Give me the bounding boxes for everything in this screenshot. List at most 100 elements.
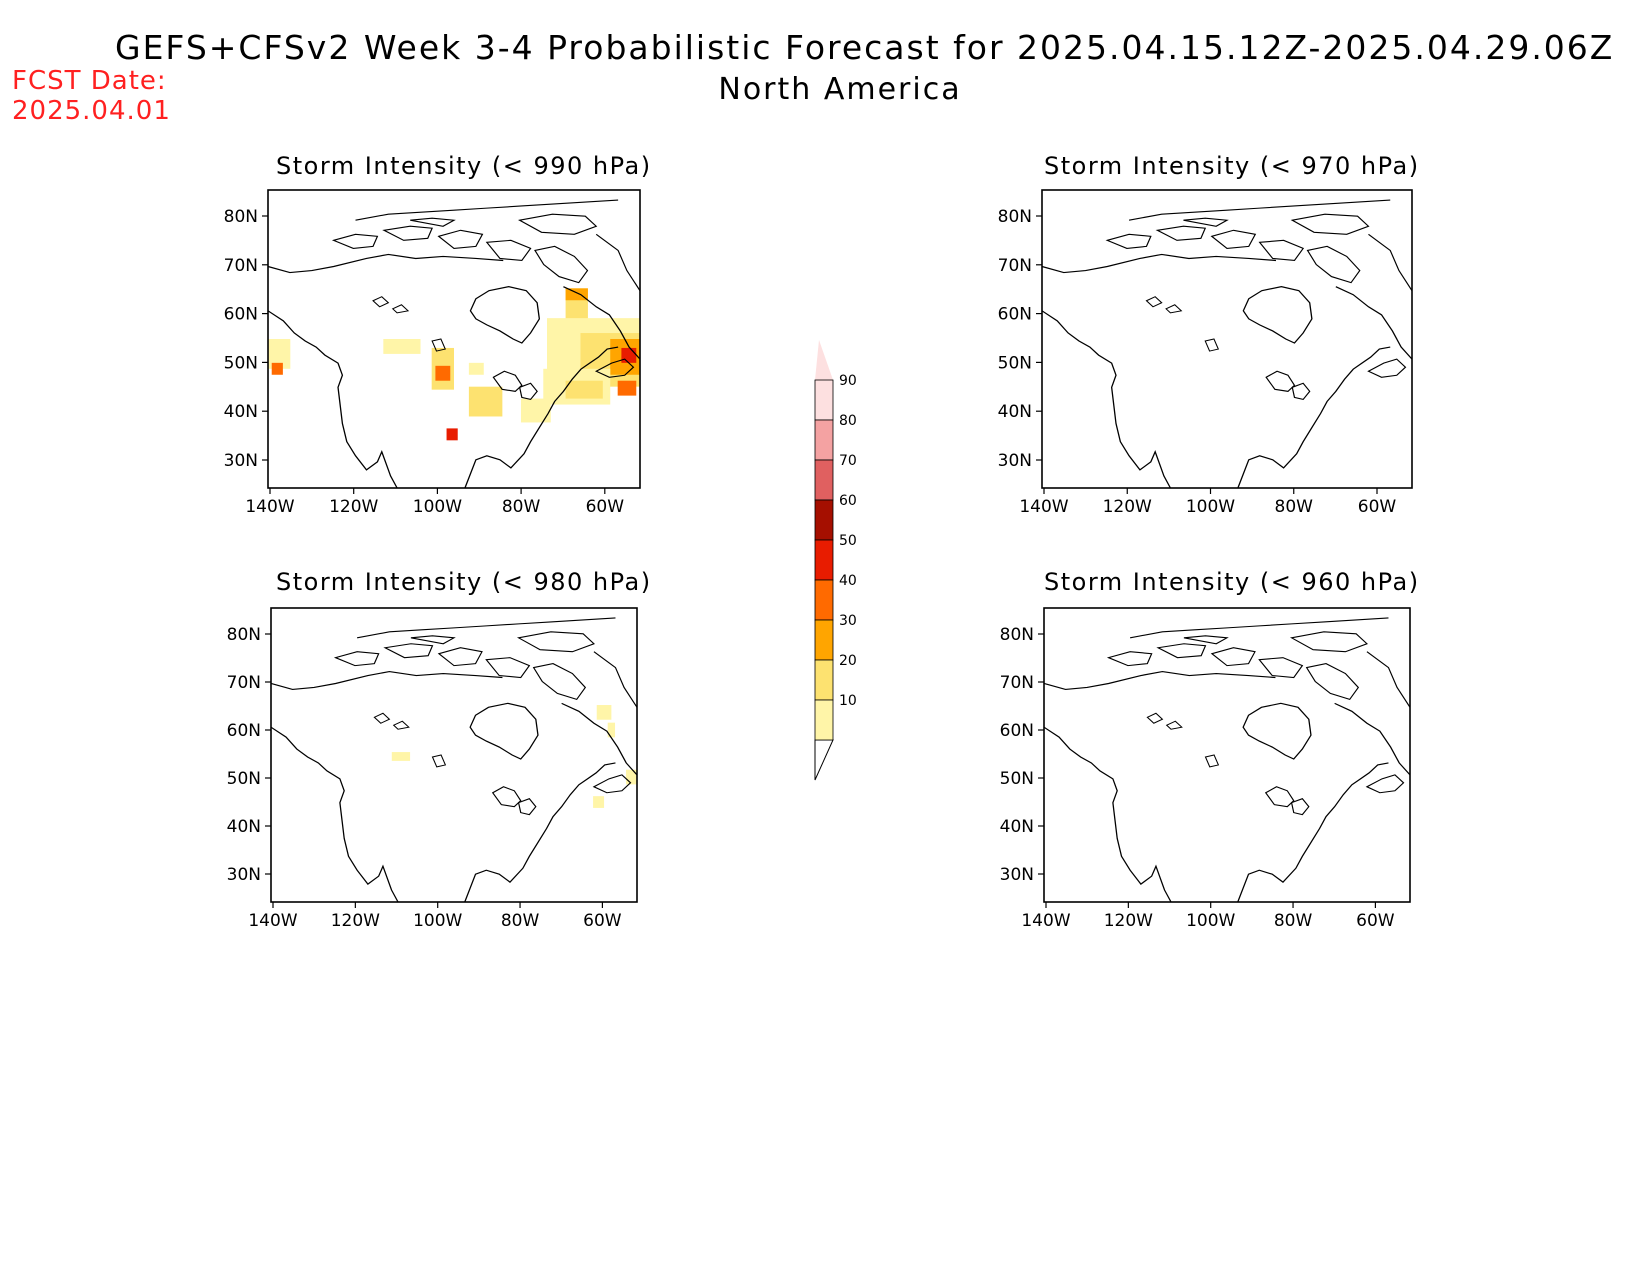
lat-tick-label: 80N [227, 625, 261, 645]
lat-tick-label: 60N [224, 305, 258, 325]
lat-tick-label: 30N [1000, 865, 1034, 885]
prob-cell [607, 722, 616, 738]
lat-tick-label: 50N [998, 353, 1032, 373]
lon-tick-label: 100W [1186, 911, 1235, 931]
lon-tick-label: 120W [331, 911, 380, 931]
lat-tick-label: 40N [998, 402, 1032, 422]
lon-tick-label: 60W [586, 497, 625, 517]
lat-tick-label: 40N [224, 402, 258, 422]
lon-tick-label: 80W [1275, 497, 1314, 517]
prob-cell [565, 380, 603, 399]
prob-cell [435, 365, 451, 381]
prob-cell [593, 796, 605, 808]
prob-cell [446, 428, 458, 441]
map-frame [1043, 607, 1411, 903]
colorbar-segment [814, 379, 834, 421]
prob-cell [596, 705, 612, 720]
lat-tick-label: 40N [1000, 817, 1034, 837]
lat-tick-label: 80N [998, 207, 1032, 227]
prob-cell [520, 398, 551, 423]
lon-tick-label: 60W [1356, 911, 1395, 931]
colorbar-segment [814, 419, 834, 461]
colorbar-label: 90 [839, 373, 857, 389]
prob-cell [621, 347, 637, 363]
lat-tick-label: 60N [1000, 721, 1034, 741]
colorbar-segment [814, 539, 834, 581]
colorbar-label: 40 [839, 573, 857, 589]
colorbar: 10 20 30 40 50 60 70 80 90 [814, 340, 857, 781]
lon-tick-label: 80W [501, 911, 540, 931]
lon-tick-label: 60W [583, 911, 622, 931]
colorbar-segment [814, 699, 834, 741]
colorbar-segment [814, 579, 834, 621]
lon-tick-label: 120W [329, 497, 378, 517]
map-panel-p980: 80N 70N 60N 50N 40N 30N 140W 120W 100W 80W 60W [227, 607, 638, 931]
lat-tick-label: 50N [224, 353, 258, 373]
map-panel-p970: 80N 70N 60N 50N 40N 30N 140W 120W 100W 80W 60W [998, 189, 1413, 517]
prob-cell [617, 380, 637, 396]
prob-cell [391, 752, 411, 761]
colorbar-segment [814, 659, 834, 701]
lat-tick-label: 30N [227, 865, 261, 885]
lat-tick-label: 30N [224, 451, 258, 471]
prob-cell [468, 386, 503, 417]
lon-tick-label: 100W [1186, 497, 1235, 517]
lon-tick-label: 80W [1274, 911, 1313, 931]
subtitle: North America [718, 72, 962, 107]
panel-title-990: Storm Intensity (< 990 hPa) [276, 152, 652, 180]
prob-cell [626, 769, 637, 785]
colorbar-label: 60 [839, 493, 857, 509]
lat-tick-label: 60N [998, 305, 1032, 325]
lon-tick-label: 100W [413, 911, 462, 931]
lon-tick-label: 140W [1021, 911, 1070, 931]
main-title: GEFS+CFSv2 Week 3-4 Probabilistic Foreca… [115, 28, 1615, 67]
colorbar-label: 70 [839, 453, 857, 469]
lat-tick-label: 70N [998, 256, 1032, 276]
lon-tick-label: 100W [413, 497, 462, 517]
colorbar-segment [814, 499, 834, 541]
colorbar-lower-tail [814, 739, 834, 781]
lat-tick-label: 70N [227, 673, 261, 693]
map-panel-p960: 80N 70N 60N 50N 40N 30N 140W 120W 100W 80W 60W [1000, 607, 1411, 931]
map-frame [270, 607, 638, 903]
coastline [270, 617, 638, 903]
lon-tick-label: 120W [1104, 911, 1153, 931]
lat-tick-label: 70N [1000, 673, 1034, 693]
colorbar-label: 50 [839, 533, 857, 549]
coastline [1043, 617, 1411, 903]
map-frame [267, 189, 641, 489]
lon-tick-label: 120W [1103, 497, 1152, 517]
lon-tick-label: 60W [1358, 497, 1397, 517]
lat-tick-label: 40N [227, 817, 261, 837]
lon-tick-label: 140W [1019, 497, 1068, 517]
prob-cell [468, 362, 484, 375]
fcst-label: FCST Date: [12, 66, 167, 96]
prob-cell [565, 288, 588, 301]
colorbar-label: 10 [839, 693, 857, 709]
lat-tick-label: 50N [1000, 769, 1034, 789]
lat-tick-label: 80N [224, 207, 258, 227]
lat-tick-label: 50N [227, 769, 261, 789]
map-panel-p990: 80N 70N 60N 50N 40N 30N 140W 120W 100W 80W 60W [224, 189, 641, 517]
prob-cell [383, 339, 421, 354]
colorbar-segment [814, 459, 834, 501]
colorbar-label: 80 [839, 413, 857, 429]
lat-tick-label: 70N [224, 256, 258, 276]
colorbar-upper-tail [815, 340, 833, 380]
panel-title-970: Storm Intensity (< 970 hPa) [1044, 152, 1420, 180]
forecast-date-label: FCST Date: 2025.04.01 [12, 66, 171, 126]
lat-tick-label: 60N [227, 721, 261, 741]
colorbar-label: 30 [839, 613, 857, 629]
panel-title-980: Storm Intensity (< 980 hPa) [276, 568, 652, 596]
fcst-date: 2025.04.01 [12, 96, 171, 126]
prob-cell [268, 339, 291, 369]
coastline [1041, 199, 1413, 489]
colorbar-segment [814, 619, 834, 661]
lon-tick-label: 140W [248, 911, 297, 931]
lat-tick-label: 30N [998, 451, 1032, 471]
lat-tick-label: 80N [1000, 625, 1034, 645]
prob-cell [271, 362, 283, 375]
lon-tick-label: 80W [502, 497, 541, 517]
colorbar-label: 20 [839, 653, 857, 669]
